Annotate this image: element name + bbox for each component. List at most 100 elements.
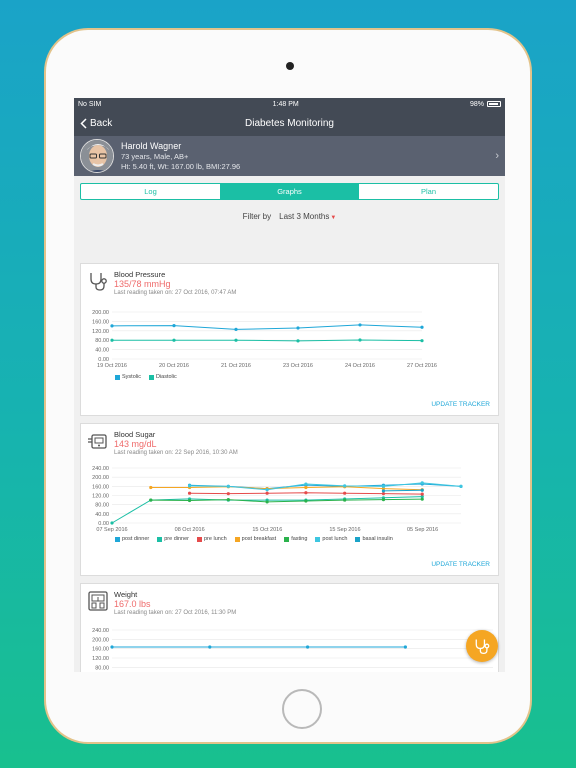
series-line: [150, 486, 423, 491]
y-tick-label: 80.00: [95, 503, 109, 509]
patient-details: 73 years, Male, AB+: [121, 152, 189, 162]
legend-item: fasting: [284, 536, 307, 542]
glucometer-icon: [88, 434, 107, 449]
y-tick-label: 40.00: [95, 512, 109, 518]
legend-swatch: [355, 536, 361, 542]
tablet-frame: No SIM 1:48 PM 98% Back Diabetes Monitor…: [44, 28, 532, 744]
card-value: 135/78 mmHg: [114, 279, 171, 289]
patient-name: Harold Wagner: [121, 141, 182, 151]
avatar: [80, 139, 114, 173]
data-point: [343, 498, 347, 502]
series-line: [150, 498, 423, 503]
data-point: [358, 323, 362, 327]
chart-legend: post dinner pre dinner pre lunch post break…: [81, 536, 498, 542]
x-tick-label: 15 Sep 2016: [329, 527, 360, 533]
tab-log[interactable]: Log: [144, 187, 157, 196]
legend-item: pre lunch: [197, 536, 227, 542]
data-point: [343, 484, 347, 488]
y-tick-label: 200.00: [92, 475, 109, 481]
data-point: [358, 338, 362, 342]
patient-profile-row[interactable]: Harold Wagner 73 years, Male, AB+ Ht: 5.…: [74, 136, 505, 176]
data-point: [420, 497, 424, 501]
legend-swatch: [115, 536, 120, 542]
patient-measures: Ht: 5.40 ft, Wt: 167.00 lb, BMI:27.96: [121, 161, 241, 171]
data-point: [172, 324, 176, 328]
carrier-label: No SIM: [78, 100, 102, 108]
data-point: [381, 484, 386, 488]
x-tick-label: 23 Oct 2016: [283, 363, 313, 369]
blood-sugar-chart: 240.00 200.00 160.00 120.00 80.00 40.00 0.0007…: [92, 466, 463, 533]
blood-pressure-card: Blood Pressure 135/78 mmHg Last reading …: [80, 263, 499, 416]
data-point: [265, 500, 269, 504]
y-tick-label: 120.00: [92, 494, 109, 500]
y-tick-label: 0.00: [98, 357, 109, 363]
stethoscope-icon: [475, 639, 490, 655]
legend-item: post dinner: [115, 536, 149, 542]
patient-info: Harold Wagner 73 years, Male, AB+ Ht: 5.…: [121, 141, 240, 171]
series-line: [112, 339, 423, 342]
data-point: [420, 339, 424, 343]
card-title: Weight: [114, 590, 138, 599]
view-tabs: Log Graphs Plan: [80, 183, 499, 200]
series-line: [383, 489, 423, 492]
legend-label: post dinner: [122, 536, 150, 542]
y-tick-label: 200.00: [92, 637, 109, 643]
doctor-fab-button[interactable]: [466, 630, 498, 662]
x-tick-label: 19 Oct 2016: [97, 363, 127, 369]
legend-label: fasting: [291, 536, 308, 542]
card-title: Blood Sugar: [114, 430, 156, 439]
legend-item: Systolic: [115, 374, 141, 380]
legend-label: pre dinner: [164, 536, 189, 542]
data-point: [234, 327, 238, 331]
legend-item: post lunch: [315, 536, 347, 542]
data-point: [304, 482, 308, 486]
data-point: [343, 491, 347, 495]
x-tick-label: 07 Sep 2016: [96, 527, 127, 533]
y-tick-label: 240.00: [92, 628, 109, 634]
legend-label: pre lunch: [204, 536, 227, 542]
card-last-reading: Last reading taken on: 27 Oct 2016, 07:4…: [114, 289, 237, 296]
data-point: [226, 498, 230, 502]
tab-graphs[interactable]: Graphs: [220, 184, 359, 199]
tab-plan[interactable]: Plan: [420, 187, 436, 196]
data-point: [296, 326, 300, 330]
data-point: [187, 491, 192, 495]
y-tick-label: 0.00: [98, 521, 109, 527]
data-point: [304, 485, 308, 490]
dropdown-arrow-icon: ▼: [330, 214, 337, 221]
update-tracker-button[interactable]: UPDATE TRACKER: [431, 561, 490, 568]
y-tick-label: 80.00: [95, 338, 109, 344]
data-point: [381, 489, 386, 493]
y-tick-label: 160.00: [92, 484, 109, 490]
card-value: 167.0 lbs: [114, 599, 151, 609]
tablet-bezel: No SIM 1:48 PM 98% Back Diabetes Monitor…: [46, 30, 530, 742]
card-title: Blood Pressure: [114, 270, 166, 279]
filter-label: Filter by: [242, 211, 272, 221]
legend-label: post lunch: [322, 536, 348, 542]
status-bar: No SIM 1:48 PM 98%: [74, 98, 505, 110]
y-tick-label: 120.00: [92, 329, 109, 335]
data-point: [420, 325, 424, 329]
chevron-left-icon: [80, 117, 87, 129]
update-tracker-button[interactable]: UPDATE TRACKER: [431, 401, 490, 408]
data-point: [234, 338, 238, 342]
x-tick-label: 20 Oct 2016: [159, 363, 189, 369]
blood-sugar-card: Blood Sugar 143 mg/dL Last reading taken…: [80, 423, 499, 576]
filter-dropdown[interactable]: Last 3 Months▼: [279, 212, 336, 221]
data-point: [304, 499, 308, 503]
legend-swatch: [315, 536, 321, 542]
battery-icon: [487, 101, 501, 107]
data-point: [420, 488, 424, 492]
data-point: [381, 487, 386, 491]
data-point: [110, 521, 114, 525]
legend-swatch: [234, 536, 240, 542]
legend-swatch: [157, 536, 163, 542]
home-button[interactable]: [282, 689, 322, 729]
data-point: [110, 324, 114, 328]
app-screen: No SIM 1:48 PM 98% Back Diabetes Monitor…: [74, 98, 505, 672]
y-tick-label: 240.00: [92, 466, 109, 472]
y-tick-label: 40.00: [95, 348, 109, 354]
legend-item: Diastolic: [148, 374, 177, 380]
back-button[interactable]: Back: [74, 118, 112, 129]
